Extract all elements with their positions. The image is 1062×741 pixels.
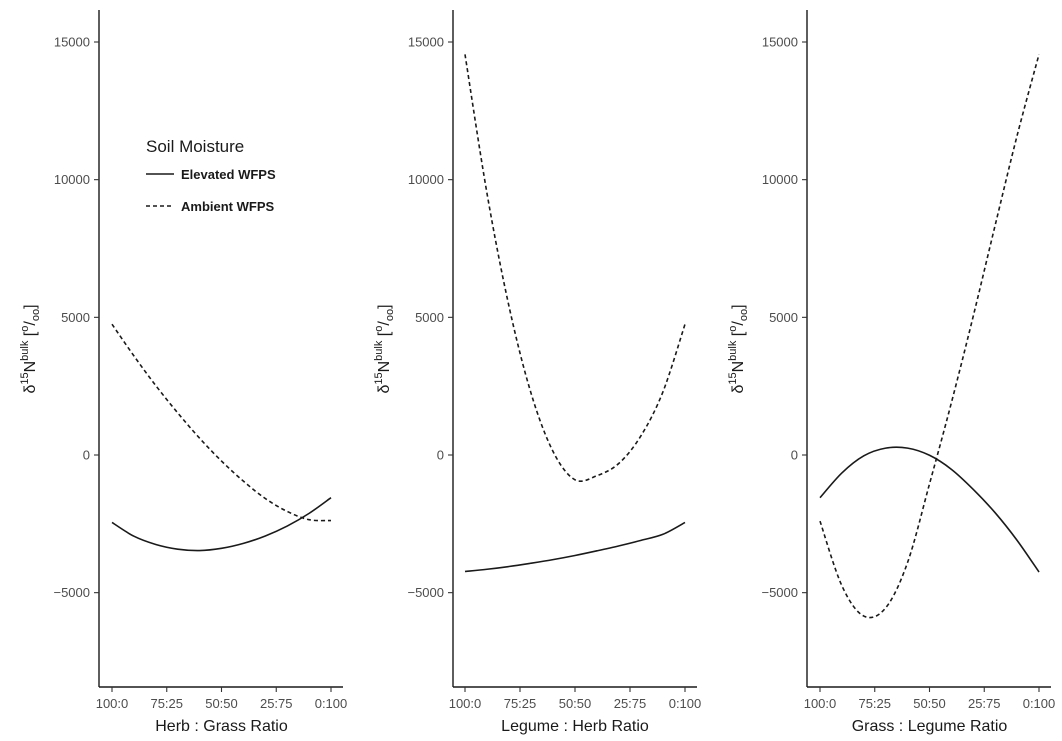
x-tick-label-2-1: 75:25 [858,696,891,711]
x-axis-title-1: Legume : Herb Ratio [501,718,649,735]
y-axis-title-part-2-2: N [730,361,747,373]
y-axis-title-part-0-1: 15 [19,372,31,384]
x-tick-label-0-2: 50:50 [205,696,238,711]
series-1-ambient-line [464,54,686,483]
y-axis-title-part-0-8: ] [22,304,39,308]
y-axis-title-part-1-4: [ [376,331,393,340]
y-axis-title-part-1-1: 15 [373,372,385,384]
x-tick-label-1-2: 50:50 [559,696,592,711]
x-tick-label-0-3: 25:75 [260,696,293,711]
series-0-elevated-line [111,497,332,552]
y-axis-title-part-2-6: / [730,321,747,326]
y-axis-title-part-1-0: δ [376,385,393,394]
y-axis-title-part-0-7: oo [30,309,42,321]
y-axis-title-part-1-3: bulk [373,340,385,361]
y-axis-title-part-0-0: δ [22,385,39,394]
series-2-ambient-line [819,54,1040,619]
y-axis-title-part-2-3: bulk [727,340,739,361]
y-tick-label-1-0: −5000 [407,585,444,600]
x-axis-title-0: Herb : Grass Ratio [155,718,288,735]
legend-label-0: Elevated WFPS [181,167,276,182]
y-tick-label-0-0: −5000 [53,585,90,600]
x-tick-label-1-3: 25:75 [614,696,647,711]
x-axis-title-2: Grass : Legume Ratio [852,718,1008,735]
y-tick-label-0-3: 10000 [54,172,90,187]
y-axis-title-part-0-3: bulk [19,340,31,361]
x-tick-label-1-1: 75:25 [504,696,537,711]
legend-label-1: Ambient WFPS [181,199,274,214]
x-tick-label-0-0: 100:0 [96,696,129,711]
y-axis-title-part-1-6: / [376,321,393,326]
y-axis-title-part-1-7: oo [384,309,396,321]
y-axis-title-part-0-6: / [22,321,39,326]
y-tick-label-2-0: −5000 [761,585,798,600]
y-axis-title-part-2-4: [ [730,331,747,340]
y-tick-label-0-1: 0 [83,448,90,463]
x-tick-label-2-4: 0:100 [1023,696,1056,711]
y-axis-title-part-0-5: o [19,326,31,332]
y-axis-title-text-2: δ15Nbulk [o/oo] [727,304,750,393]
y-tick-label-1-4: 15000 [408,35,444,50]
series-2-elevated-line [819,446,1040,573]
x-tick-label-1-4: 0:100 [669,696,702,711]
y-tick-label-1-2: 5000 [415,310,444,325]
x-tick-label-0-4: 0:100 [315,696,348,711]
y-axis-title-part-2-1: 15 [727,372,739,384]
x-tick-label-2-2: 50:50 [913,696,946,711]
y-axis-title-part-1-8: ] [376,304,393,308]
legend-title: Soil Moisture [146,137,244,156]
y-axis-title-part-2-5: o [727,326,739,332]
y-axis-title-1: δ15Nbulk [o/oo] [373,304,396,393]
y-tick-label-0-2: 5000 [61,310,90,325]
y-axis-title-text-0: δ15Nbulk [o/oo] [19,304,42,393]
y-tick-label-2-4: 15000 [762,35,798,50]
y-axis-title-part-2-8: ] [730,304,747,308]
y-tick-label-2-3: 10000 [762,172,798,187]
series-1-elevated-line [464,521,686,573]
x-tick-label-0-1: 75:25 [150,696,183,711]
y-axis-title-2: δ15Nbulk [o/oo] [727,304,750,393]
y-axis-title-0: δ15Nbulk [o/oo] [19,304,42,393]
y-tick-label-2-2: 5000 [769,310,798,325]
y-axis-title-text-1: δ15Nbulk [o/oo] [373,304,396,393]
y-axis-title-part-1-5: o [373,326,385,332]
series-0-ambient-line [111,323,332,522]
y-axis-title-part-2-7: oo [738,309,750,321]
x-tick-label-1-0: 100:0 [449,696,482,711]
y-axis-title-part-2-0: δ [730,385,747,394]
y-axis-title-part-0-2: N [22,361,39,373]
y-tick-label-1-1: 0 [437,448,444,463]
y-tick-label-1-3: 10000 [408,172,444,187]
x-tick-label-2-3: 25:75 [968,696,1001,711]
y-tick-label-0-4: 15000 [54,35,90,50]
y-tick-label-2-1: 0 [791,448,798,463]
y-axis-title-part-1-2: N [376,361,393,373]
y-axis-title-part-0-4: [ [22,331,39,340]
x-tick-label-2-0: 100:0 [804,696,837,711]
